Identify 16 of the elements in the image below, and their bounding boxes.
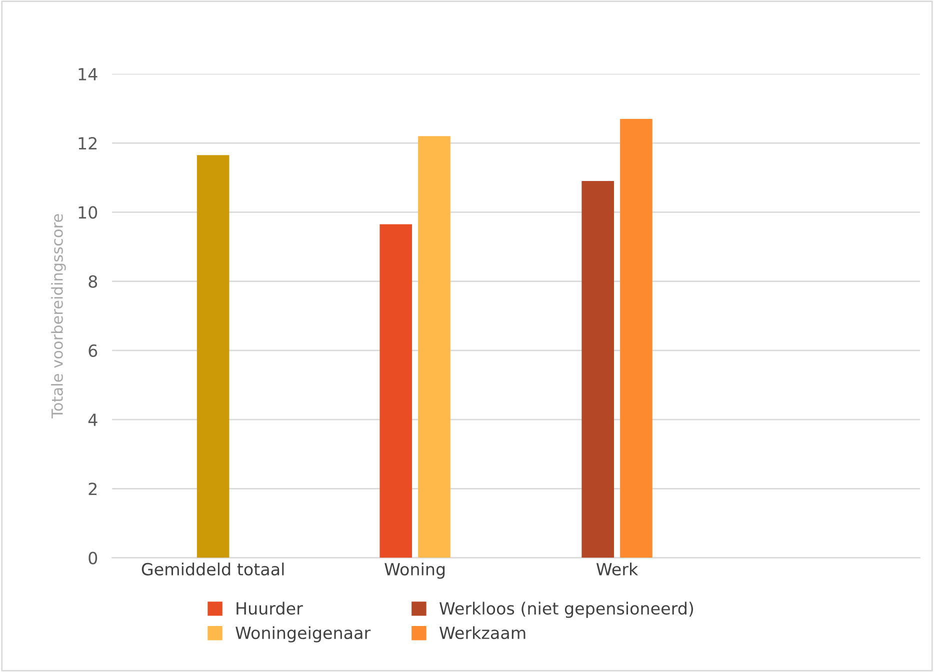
y-tick-label: 2 [88,482,97,495]
y-tick-label: 4 [88,414,98,426]
legend-label: Werkzaam [440,626,526,640]
x-tick-label: Werk [596,562,638,576]
x-tick-label: Gemiddeld totaal [142,562,284,576]
y-tick-label: 14 [78,68,98,80]
legend-label: Huurder [236,602,303,615]
legend-label: Werkloos (niet gepensioneerd) [440,602,694,618]
y-tick-label: 8 [88,275,98,288]
y-tick-label: 0 [88,552,98,564]
x-tick-label: Woning [384,562,445,579]
y-axis-title: Totale voorbereidingsscore [51,214,66,418]
y-tick-label: 10 [78,206,98,219]
y-tick-label: 6 [88,344,98,357]
y-tick-label: 12 [78,137,97,150]
legend-label: Woningeigenaar [236,626,371,642]
